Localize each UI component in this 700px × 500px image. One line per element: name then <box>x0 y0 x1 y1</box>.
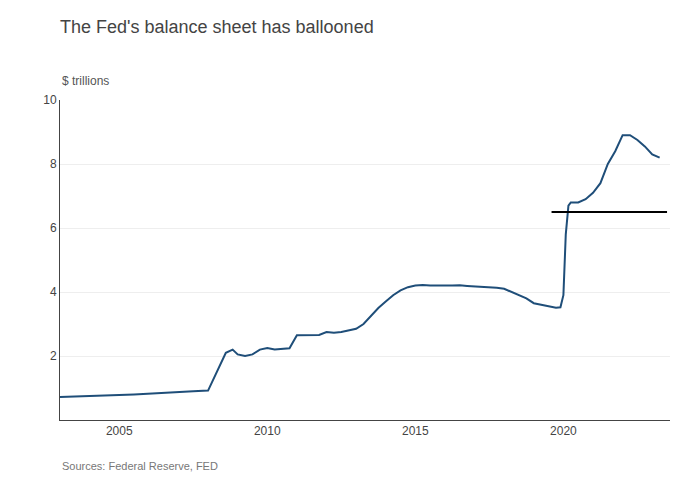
svg-text:4: 4 <box>50 285 57 299</box>
svg-text:Sources: Federal Reserve, FED: Sources: Federal Reserve, FED <box>62 460 218 472</box>
svg-text:The Fed's balance sheet has ba: The Fed's balance sheet has ballooned <box>60 17 374 37</box>
svg-text:8: 8 <box>50 157 57 171</box>
svg-text:$ trillions: $ trillions <box>62 74 109 88</box>
svg-text:2010: 2010 <box>254 424 281 438</box>
svg-text:2005: 2005 <box>106 424 133 438</box>
svg-text:6: 6 <box>50 221 57 235</box>
svg-text:2020: 2020 <box>550 424 577 438</box>
svg-text:10: 10 <box>43 93 57 107</box>
svg-text:2015: 2015 <box>402 424 429 438</box>
svg-text:2: 2 <box>50 349 57 363</box>
